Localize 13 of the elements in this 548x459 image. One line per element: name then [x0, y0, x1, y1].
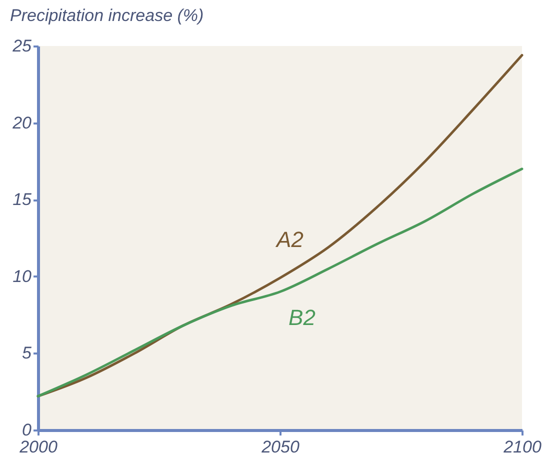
x-tick-label: 2100	[502, 438, 542, 456]
y-tick-label: 15	[12, 190, 32, 210]
line-series	[36, 168, 524, 398]
y-tick-label: 20	[12, 113, 32, 132]
series-label: A2	[274, 226, 304, 252]
y-tick-label: 5	[22, 344, 32, 363]
y-tick-label: 25	[12, 36, 32, 56]
y-axis-title: Precipitation increase (%)	[10, 6, 204, 25]
x-tick-label: 2050	[260, 438, 300, 456]
y-tick-label: 0	[22, 420, 32, 440]
x-tick-label: 2000	[18, 438, 58, 456]
y-tick-label: 10	[12, 266, 32, 286]
series-label: B2	[288, 304, 316, 330]
